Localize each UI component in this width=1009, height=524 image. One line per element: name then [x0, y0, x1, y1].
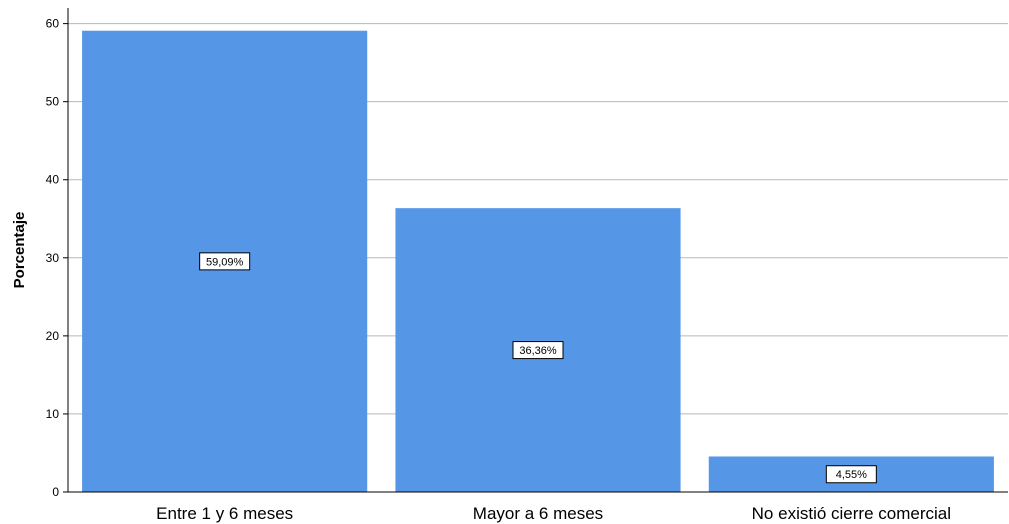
data-label: 59,09%: [206, 256, 244, 268]
y-tick-label: 50: [46, 95, 60, 109]
data-label-box: [512, 341, 564, 360]
x-category-label: No existió cierre comercial: [752, 504, 951, 523]
data-label: 4,55%: [836, 469, 867, 481]
data-label-box: [825, 465, 877, 484]
y-tick-labels: 0 10 20 30 40 50 60: [46, 17, 60, 499]
y-tick-label: 20: [46, 329, 60, 343]
y-tick-label: 60: [46, 17, 60, 31]
x-category-label: Mayor a 6 meses: [473, 504, 603, 523]
data-label-box: [199, 252, 251, 271]
axes: [63, 8, 1008, 493]
data-labels: 59,09% 36,36% 4,55%: [199, 252, 877, 484]
y-tick-label: 10: [46, 407, 60, 421]
x-category-label: Entre 1 y 6 meses: [156, 504, 293, 523]
x-category-labels: Entre 1 y 6 meses Mayor a 6 meses No exist…: [156, 504, 951, 523]
y-tick-label: 0: [52, 485, 59, 499]
y-tick-label: 30: [46, 251, 60, 265]
data-label: 36,36%: [519, 345, 557, 357]
y-tick-label: 40: [46, 173, 60, 187]
y-axis-title: Porcentaje: [11, 212, 28, 289]
